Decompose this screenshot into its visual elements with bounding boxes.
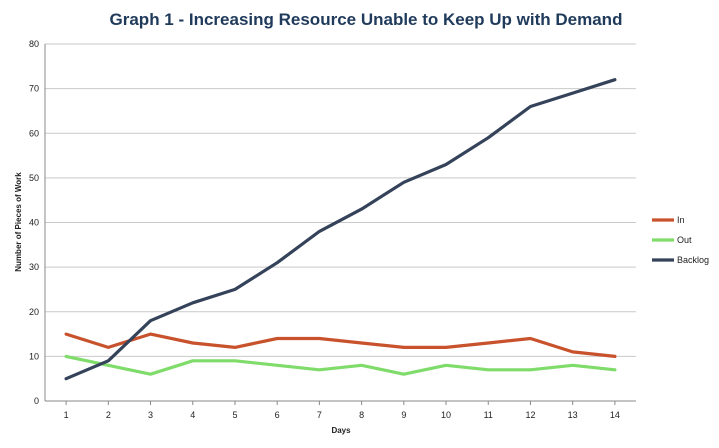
legend: In Out Backlog [652,215,709,265]
x-tick-label: 4 [190,410,195,420]
x-tick-label: 8 [359,410,364,420]
x-axis-label: Days [331,426,351,435]
series-line-backlog [64,78,617,381]
series-lines [64,78,617,381]
y-tick-label: 10 [29,351,39,361]
x-tick-label: 10 [441,410,451,420]
x-tick-label: 1 [64,410,69,420]
y-tick-labels: 0 10 20 30 40 50 60 70 80 [29,39,39,406]
series-line-in [64,332,617,358]
y-axis-label: Number of Pieces of Work [14,172,23,272]
x-tick-label: 9 [401,410,406,420]
x-tick-label: 2 [106,410,111,420]
series-line-out [64,354,617,376]
x-tick-label: 6 [275,410,280,420]
x-tick-label: 5 [232,410,237,420]
y-tick-label: 30 [29,262,39,272]
x-tick-labels: 1 2 3 4 5 6 7 8 9 10 11 12 13 14 [64,410,620,420]
y-tick-label: 40 [29,218,39,228]
y-tick-label: 50 [29,173,39,183]
legend-label-backlog: Backlog [677,255,709,265]
legend-label-out: Out [677,235,692,245]
axes [44,44,636,405]
x-tick-label: 13 [568,410,578,420]
x-tick-label: 11 [484,410,493,420]
x-tick-label: 12 [525,410,535,420]
x-tick-label: 3 [148,410,153,420]
y-tick-label: 20 [29,307,39,317]
legend-label-in: In [677,215,685,225]
x-tick-label: 14 [610,410,620,420]
x-tick-label: 7 [317,410,322,420]
y-tick-label: 60 [29,128,39,138]
chart-title: Graph 1 - Increasing Resource Unable to … [110,10,623,29]
y-tick-label: 80 [29,39,39,49]
y-tick-label: 70 [29,84,39,94]
gridlines [45,43,636,357]
y-tick-label: 0 [34,396,39,406]
